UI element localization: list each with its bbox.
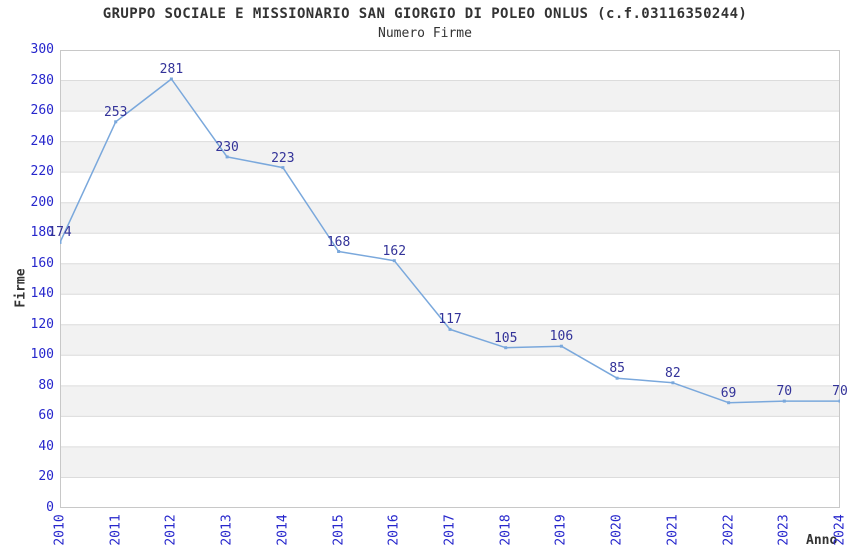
data-point-marker bbox=[281, 166, 285, 170]
data-point-marker bbox=[727, 401, 731, 405]
x-tick-label: 2024 bbox=[832, 514, 848, 546]
data-point-label: 106 bbox=[549, 329, 574, 345]
x-tick-label: 2011 bbox=[108, 514, 124, 546]
line-chart bbox=[60, 50, 840, 508]
x-tick-label: 2019 bbox=[553, 514, 569, 546]
data-point-marker bbox=[337, 250, 341, 253]
data-point-label: 162 bbox=[382, 243, 407, 259]
y-tick-label: 40 bbox=[38, 438, 54, 454]
x-tick-label: 2018 bbox=[498, 514, 514, 546]
y-tick-label: 0 bbox=[46, 500, 54, 515]
band bbox=[60, 446, 840, 478]
data-point-label: 223 bbox=[271, 150, 295, 166]
data-point-marker bbox=[615, 376, 619, 380]
data-point-marker bbox=[782, 399, 786, 403]
x-tick-label: 2010 bbox=[52, 514, 68, 546]
x-tick-label: 2017 bbox=[442, 514, 458, 546]
plot-area bbox=[60, 50, 840, 508]
y-tick-label: 300 bbox=[30, 42, 54, 57]
x-tick-label: 2020 bbox=[609, 514, 625, 546]
data-point-label: 168 bbox=[326, 234, 351, 250]
data-point-marker bbox=[169, 77, 173, 81]
data-point-marker bbox=[504, 346, 508, 350]
data-point-label: 69 bbox=[720, 385, 737, 401]
data-point-label: 105 bbox=[493, 330, 518, 346]
x-tick-label: 2022 bbox=[721, 514, 737, 546]
data-point-label: 230 bbox=[215, 139, 239, 155]
data-point-marker bbox=[559, 344, 563, 348]
y-tick-label: 240 bbox=[30, 133, 54, 149]
x-tick-label: 2016 bbox=[386, 514, 402, 546]
y-tick-label: 220 bbox=[30, 164, 54, 180]
data-point-label: 70 bbox=[776, 384, 793, 400]
x-tick-label: 2021 bbox=[665, 514, 681, 546]
y-tick-label: 80 bbox=[38, 377, 54, 393]
band bbox=[60, 80, 840, 111]
y-tick-label: 260 bbox=[30, 103, 54, 119]
x-tick-label: 2023 bbox=[776, 514, 792, 546]
y-tick-label: 180 bbox=[30, 225, 54, 241]
y-tick-label: 200 bbox=[30, 194, 54, 210]
data-point-marker bbox=[392, 259, 396, 263]
x-tick-label: 2014 bbox=[275, 514, 291, 546]
band bbox=[60, 141, 840, 173]
x-tick-label: 2013 bbox=[219, 514, 235, 546]
x-tick-label: 2012 bbox=[163, 514, 179, 546]
page-title: GRUPPO SOCIALE E MISSIONARIO SAN GIORGIO… bbox=[102, 6, 748, 22]
data-point-label: 82 bbox=[665, 365, 681, 381]
data-point-label: 281 bbox=[159, 62, 184, 77]
data-point-marker bbox=[838, 399, 840, 403]
plot-border bbox=[60, 50, 840, 508]
data-point-marker bbox=[671, 381, 675, 385]
data-point-marker bbox=[225, 155, 229, 159]
data-point-label: 117 bbox=[438, 312, 462, 328]
band bbox=[60, 385, 840, 417]
data-point-marker bbox=[60, 240, 62, 244]
chart-subtitle: Numero Firme bbox=[378, 26, 472, 41]
y-tick-label: 160 bbox=[30, 255, 54, 271]
band bbox=[60, 202, 840, 234]
data-point-marker bbox=[448, 327, 452, 331]
data-point-marker bbox=[114, 120, 118, 124]
x-tick-label: 2015 bbox=[331, 514, 347, 546]
data-point-label: 253 bbox=[103, 104, 128, 120]
y-tick-label: 140 bbox=[30, 286, 54, 302]
x-axis-title: Anno bbox=[806, 533, 838, 548]
data-point-label: 70 bbox=[832, 384, 848, 400]
y-tick-label: 20 bbox=[38, 469, 54, 485]
y-tick-label: 60 bbox=[38, 408, 54, 424]
band bbox=[60, 263, 840, 295]
y-tick-label: 120 bbox=[30, 316, 54, 332]
y-tick-label: 100 bbox=[30, 347, 54, 363]
data-point-label: 174 bbox=[48, 225, 72, 241]
y-tick-label: 280 bbox=[30, 72, 54, 88]
data-point-label: 85 bbox=[609, 361, 625, 377]
